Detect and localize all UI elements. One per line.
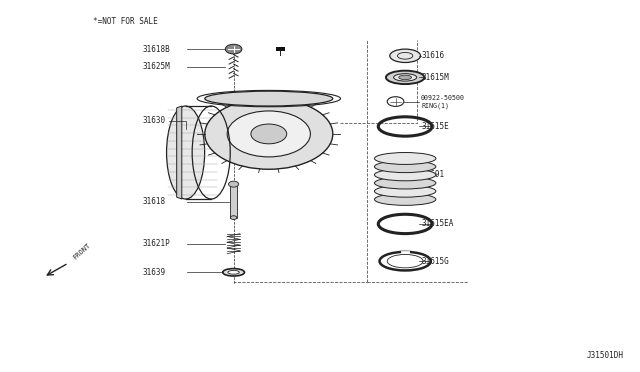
Text: 31621P: 31621P [142,239,170,248]
Text: 31618: 31618 [142,197,165,206]
Ellipse shape [228,181,239,187]
Ellipse shape [374,193,436,205]
Text: 00922-50500: 00922-50500 [421,95,465,101]
Text: *=NOT FOR SALE: *=NOT FOR SALE [93,17,157,26]
Ellipse shape [166,106,205,199]
Ellipse shape [228,270,239,274]
Bar [230,184,237,218]
Text: 31618B: 31618B [142,45,170,54]
Ellipse shape [374,177,436,189]
Ellipse shape [390,49,420,62]
Bar [276,46,285,51]
Text: RING(1): RING(1) [421,103,449,109]
Ellipse shape [205,99,333,169]
Ellipse shape [225,44,242,54]
Polygon shape [177,106,182,199]
Ellipse shape [205,91,333,106]
Ellipse shape [374,153,436,164]
Text: 31691: 31691 [421,170,444,179]
Ellipse shape [374,169,436,181]
Text: 31639: 31639 [142,268,165,277]
Ellipse shape [374,185,436,197]
Text: 31615G: 31615G [421,257,449,266]
Text: 31630: 31630 [142,116,165,125]
Ellipse shape [386,71,424,84]
Ellipse shape [230,216,237,219]
Ellipse shape [227,111,310,157]
Text: 31616: 31616 [421,51,444,60]
Text: FRONT: FRONT [72,243,92,261]
Text: 31625M: 31625M [142,62,170,71]
Text: J31501DH: J31501DH [587,351,624,360]
Ellipse shape [223,269,244,276]
Ellipse shape [394,74,417,81]
Ellipse shape [374,161,436,173]
Text: 31615M: 31615M [421,73,449,82]
Ellipse shape [399,75,412,80]
Ellipse shape [251,124,287,144]
Text: 31615E: 31615E [421,122,449,131]
Text: 31615EA: 31615EA [421,219,454,228]
